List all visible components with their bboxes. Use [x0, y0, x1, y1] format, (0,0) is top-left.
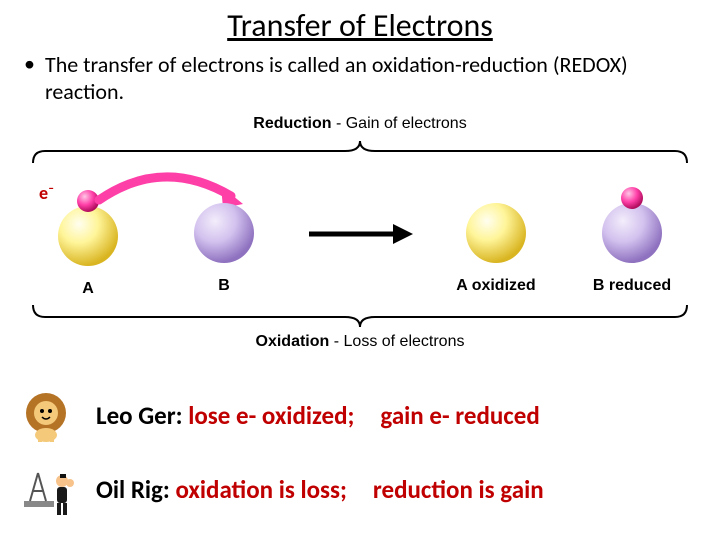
- mnemonic-leo: Leo Ger: lose e- oxidized;gain e- reduce…: [0, 383, 720, 447]
- leo-text: Leo Ger: lose e- oxidized;gain e- reduce…: [96, 400, 540, 431]
- label-a-ox: A oxidized: [456, 277, 535, 295]
- label-a: A: [82, 280, 94, 298]
- atoms-row: A e⁻ B A oxidized: [20, 170, 700, 298]
- atom-b-reduced: B reduced: [577, 173, 687, 295]
- bottom-brace: [25, 303, 695, 329]
- reduction-caption: Reduction - Gain of electrons: [20, 115, 700, 133]
- bullet-item: • The transfer of electrons is called an…: [0, 45, 720, 105]
- oxidation-caption: Oxidation - Loss of electrons: [20, 333, 700, 351]
- oilrig-text: Oil Rig: oxidation is loss;reduction is …: [96, 474, 544, 505]
- mnemonic-oilrig: Oil Rig: oxidation is loss;reduction is …: [0, 457, 720, 521]
- atom-a-before: A e⁻: [33, 176, 143, 298]
- electron-label: e⁻: [39, 182, 54, 204]
- atom-a-oxidized: A oxidized: [441, 173, 551, 295]
- reaction-arrow-icon: [305, 209, 415, 259]
- page-title: Transfer of Electrons: [0, 0, 720, 45]
- label-b-red: B reduced: [593, 277, 671, 295]
- bullet-marker: •: [24, 51, 35, 77]
- bullet-text: The transfer of electrons is called an o…: [45, 51, 700, 105]
- oil-rig-icon: [20, 461, 82, 517]
- atom-b-before: B: [169, 173, 279, 295]
- redox-diagram: Reduction - Gain of electrons: [20, 115, 700, 365]
- label-b: B: [218, 277, 230, 295]
- lion-icon: [20, 387, 82, 443]
- top-brace: [25, 139, 695, 165]
